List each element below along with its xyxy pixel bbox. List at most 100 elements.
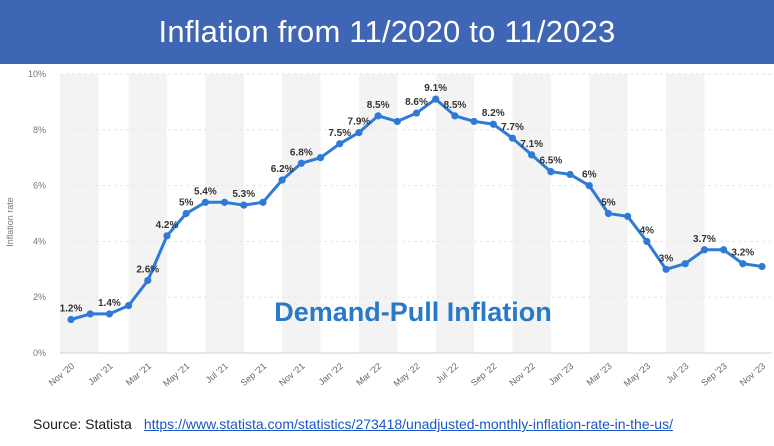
data-labels: 1.2%1.4%2.6%4.2%5%5.4% 5.3%6.2%6.8%7.5%7.… [60, 83, 755, 314]
data-point [105, 310, 113, 318]
x-tick-label: Mar '23 [585, 361, 614, 388]
data-point [220, 198, 229, 206]
x-tick-label: Nov '22 [507, 361, 537, 388]
data-label: 8.6% [405, 97, 428, 108]
data-label: 5.4% [194, 186, 217, 197]
data-point [374, 112, 382, 120]
data-point [470, 117, 478, 126]
y-tick-label: 10% [28, 69, 46, 79]
data-point [163, 232, 171, 240]
x-tick-label: Sep '21 [239, 361, 269, 388]
data-label: 5.3% [232, 189, 255, 200]
data-label: 9.1% [424, 83, 447, 94]
data-point [297, 159, 305, 167]
data-point [681, 260, 689, 268]
x-tick-label: Mar '21 [124, 361, 153, 388]
x-tick-label: Mar '22 [354, 361, 383, 388]
source-label: Source: Statista [33, 416, 132, 432]
data-point [662, 265, 670, 273]
data-point [336, 140, 344, 148]
source-link[interactable]: https://www.statista.com/statistics/2734… [143, 416, 673, 432]
chart-area: 0% 2% 4% 6% 8% 10% Nov '20 Jan '21 Mar '21 May '… [0, 64, 774, 410]
x-tick-label: Sep '22 [469, 361, 499, 388]
y-tick-label: 0% [33, 348, 46, 358]
data-label: 4.2% [156, 220, 179, 231]
data-point [547, 168, 555, 176]
data-point [278, 176, 286, 184]
data-point [624, 212, 632, 220]
data-point [432, 95, 440, 103]
series-line [69, 97, 764, 321]
x-axis-ticks: Nov '20 Jan '21 Mar '21 May '21 Jul '21 Sep '… [47, 361, 768, 389]
data-label: 5% [179, 198, 194, 209]
background-band [512, 74, 551, 353]
data-label: 1.2% [60, 304, 83, 315]
x-tick-label: Jan '23 [547, 361, 575, 387]
data-point [758, 262, 766, 271]
data-point [240, 201, 248, 209]
data-point [355, 128, 363, 137]
y-axis-ticks: 0% 2% 4% 6% 8% 10% [28, 69, 46, 358]
y-tick-label: 2% [33, 292, 46, 302]
data-label: 4% [640, 225, 655, 236]
data-label: 3.7% [693, 234, 716, 245]
data-point [643, 237, 651, 245]
y-tick-label: 6% [33, 181, 46, 191]
data-point [700, 246, 709, 254]
data-point [259, 198, 267, 206]
data-label: 7.7% [501, 122, 524, 133]
data-label: 6.8% [290, 147, 313, 158]
y-tick-label: 4% [33, 236, 46, 246]
demand-pull-annotation: Demand-Pull Inflation [274, 297, 552, 327]
series-line-path [69, 97, 764, 321]
data-point [201, 198, 209, 206]
data-point [67, 315, 75, 324]
data-point [566, 170, 574, 179]
background-band [666, 74, 705, 353]
data-label: 7.9% [348, 117, 371, 128]
data-label: 8.2% [482, 108, 505, 119]
gridlines [60, 73, 772, 354]
x-tick-label: May '21 [161, 361, 191, 389]
background-bands [60, 74, 705, 353]
data-label: 3% [659, 253, 674, 264]
x-tick-label: Sep '23 [699, 361, 729, 388]
x-tick-label: Nov '23 [738, 361, 768, 388]
data-label: 1.4% [98, 298, 121, 309]
data-point [604, 209, 613, 218]
x-tick-label: Jan '22 [317, 361, 345, 387]
data-point [508, 134, 517, 142]
data-point [316, 154, 325, 162]
x-tick-label: Jul '23 [664, 361, 690, 385]
background-band [205, 74, 244, 353]
title-banner: Inflation from 11/2020 to 11/2023 [0, 0, 774, 64]
x-tick-label: Jan '21 [86, 361, 114, 387]
data-label: 5% [601, 198, 616, 209]
background-band [282, 74, 321, 353]
data-label: 8.5% [367, 100, 390, 111]
data-label: 2.6% [136, 264, 159, 275]
x-tick-label: Nov '21 [277, 361, 307, 388]
data-label: 3.2% [731, 248, 754, 259]
data-point [412, 109, 421, 117]
data-point [489, 120, 497, 128]
source-line: Source: Statista https://www.statista.co… [33, 413, 673, 435]
background-band [60, 74, 99, 353]
x-tick-label: May '22 [391, 361, 421, 389]
data-point [739, 260, 747, 268]
data-label: 7.5% [328, 128, 351, 139]
data-label: 6.2% [271, 164, 294, 175]
data-point [144, 276, 152, 285]
data-label: 8.5% [443, 100, 466, 111]
y-tick-label: 8% [33, 125, 46, 135]
x-tick-label: May '23 [622, 361, 652, 389]
inflation-line-chart: 0% 2% 4% 6% 8% 10% Nov '20 Jan '21 Mar '21 May '… [5, 69, 772, 389]
data-point [124, 301, 133, 310]
data-label: 6% [582, 170, 597, 181]
y-axis-label: Inflation rate [5, 197, 15, 247]
data-point [86, 310, 94, 318]
x-tick-label: Jul '21 [204, 361, 230, 385]
data-point [528, 151, 536, 159]
data-label: 6.5% [539, 156, 562, 167]
data-point [393, 117, 401, 126]
